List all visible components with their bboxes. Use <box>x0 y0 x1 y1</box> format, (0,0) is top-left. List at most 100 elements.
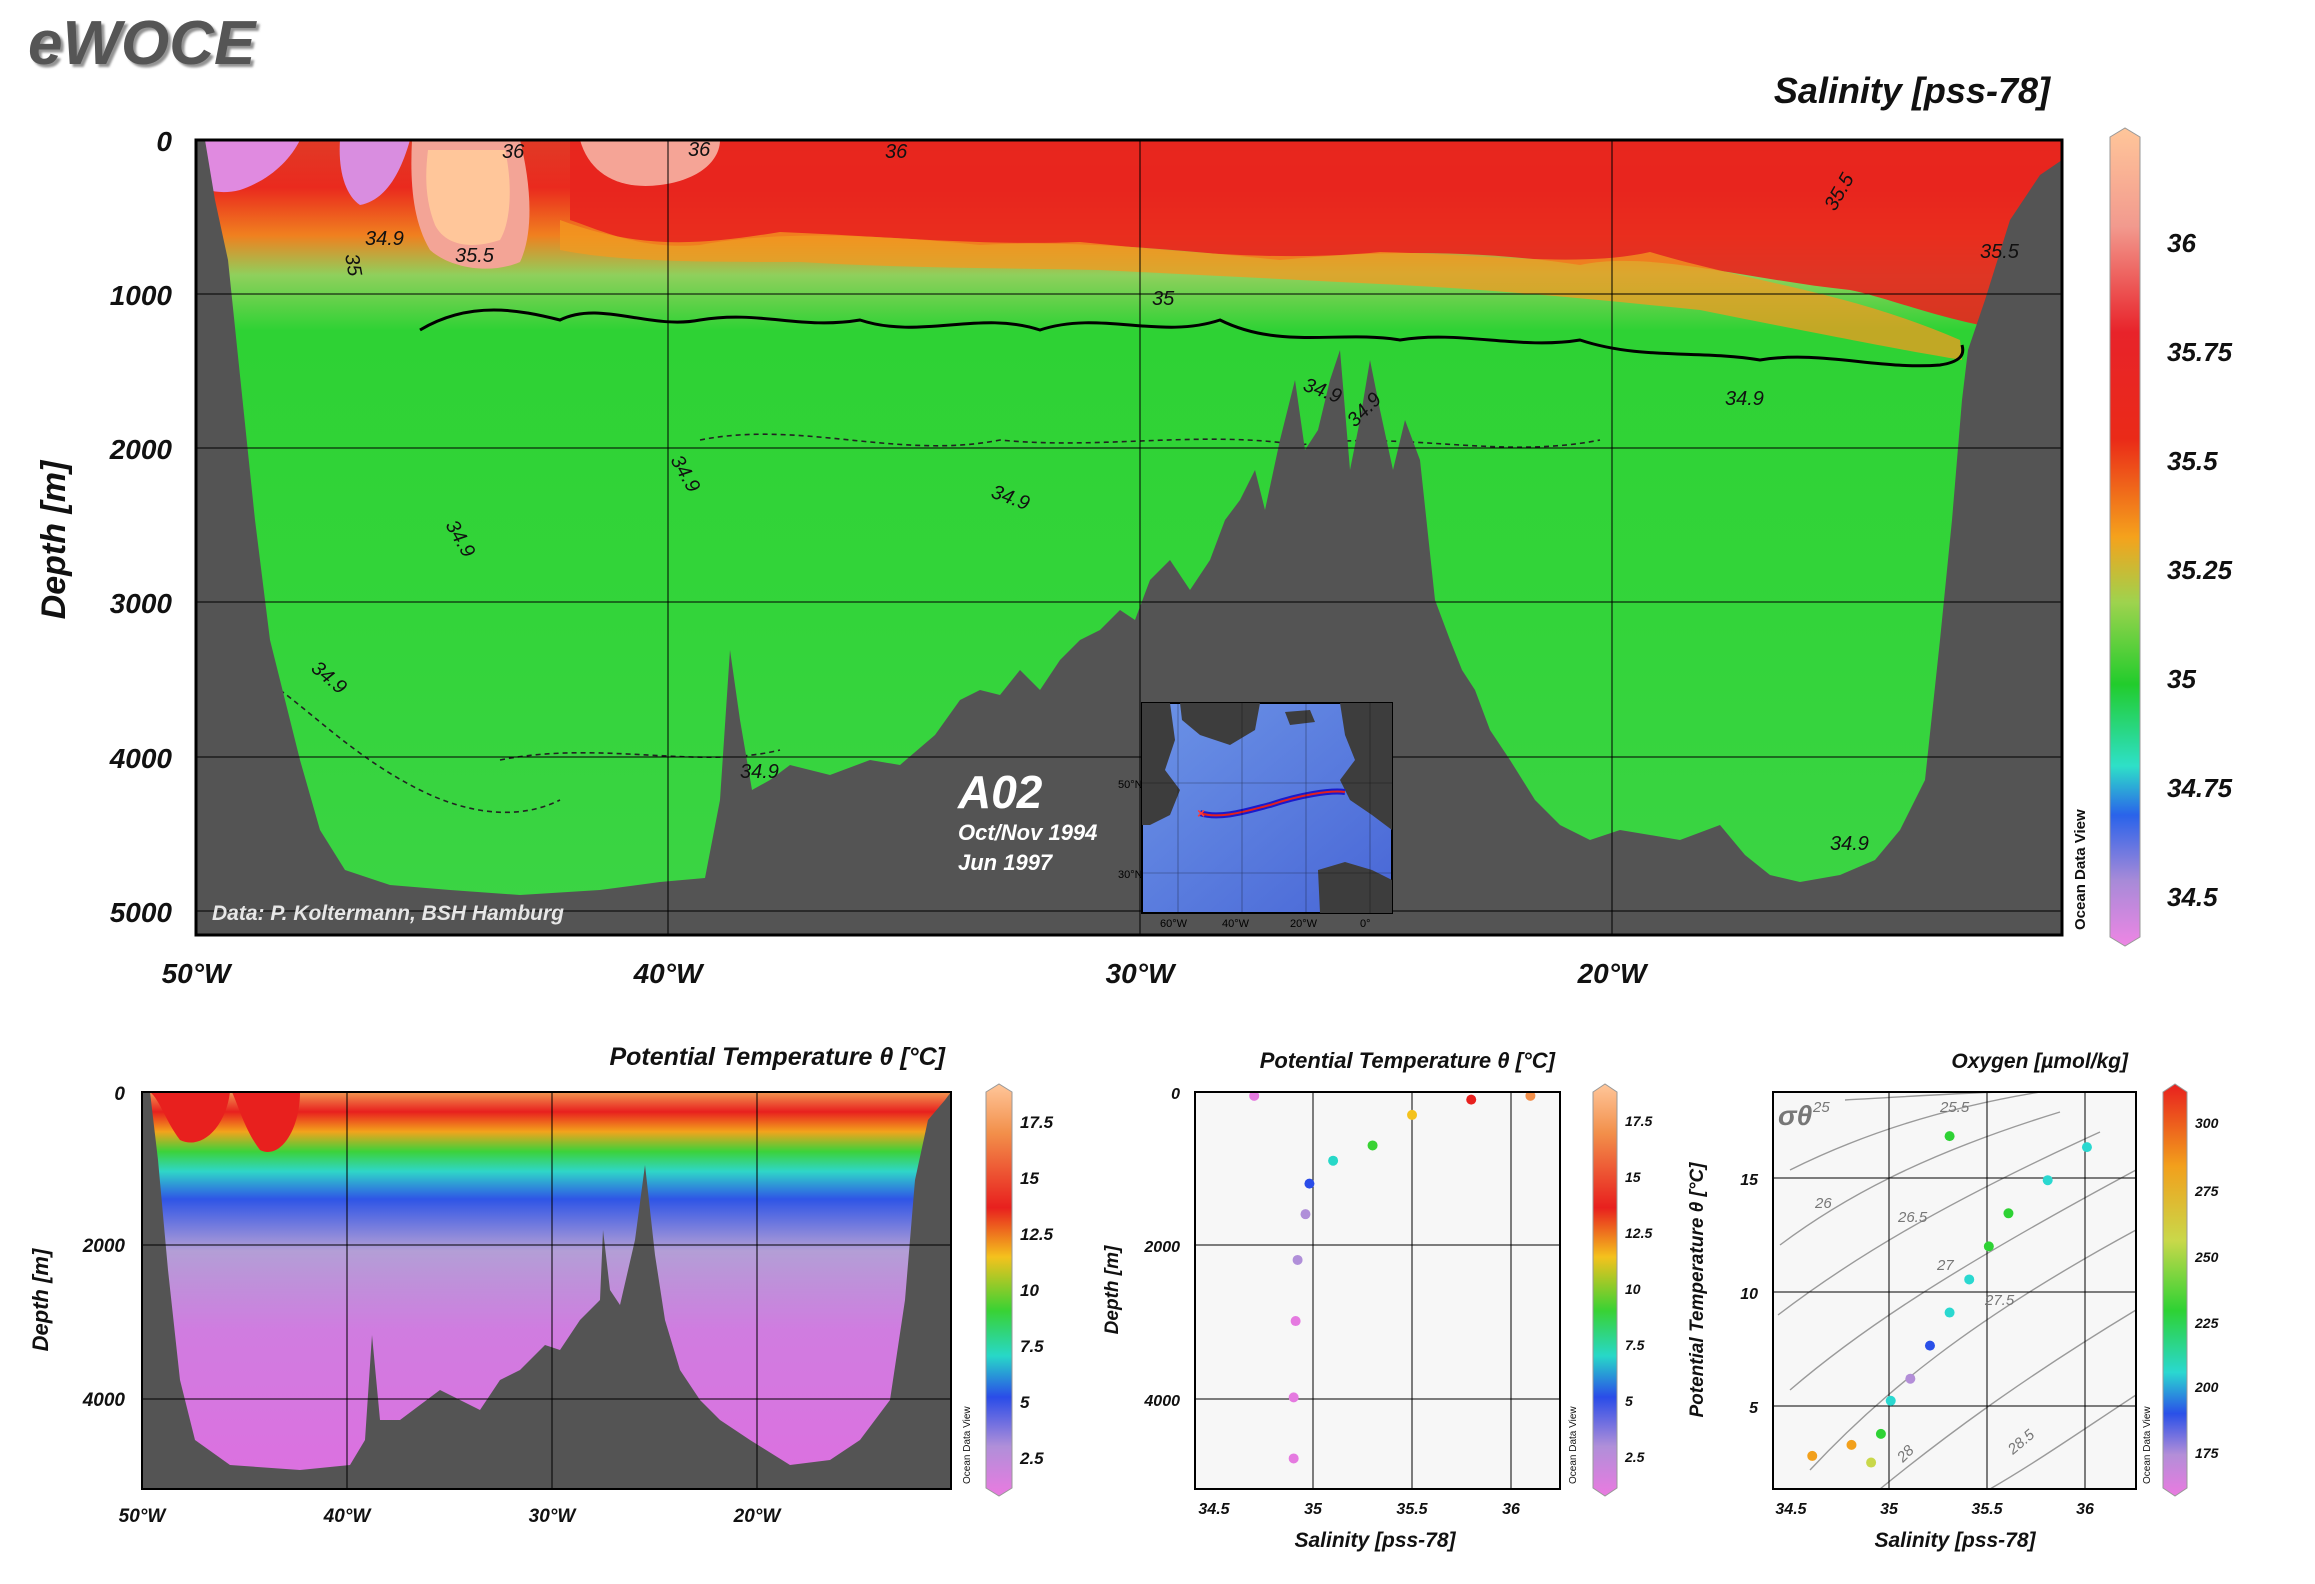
colorbar-tick: 35.5 <box>2167 446 2218 476</box>
temp-y-axis-label: Depth [m] <box>28 1248 53 1351</box>
scatter-mid-gridlines <box>1195 1092 1560 1489</box>
temp-colorbar <box>985 1083 1013 1497</box>
temp-colorbar-tick: 5 <box>1020 1393 1030 1412</box>
scatter-point <box>1407 1109 1418 1120</box>
temp-colorbar-tick: 12.5 <box>1020 1225 1054 1244</box>
section-date-1: Oct/Nov 1994 <box>958 820 1097 845</box>
scatter-point <box>2042 1175 2053 1186</box>
scatter-mid-colorbar-tick: 15 <box>1625 1169 1641 1185</box>
temp-warm-blobs <box>150 1092 300 1152</box>
scatter-point <box>1292 1254 1303 1265</box>
scatter-mid-y-label: Depth [m] <box>1102 1245 1123 1334</box>
scatter-right-y-label: Potential Temperature θ [°C] <box>1687 1162 1708 1418</box>
scatter-point <box>1466 1094 1477 1105</box>
oxygen-colorbar-tick: 175 <box>2195 1445 2219 1461</box>
inset-lon-label: 60°W <box>1160 918 1188 930</box>
odv-watermark: Ocean Data View <box>962 1406 973 1484</box>
temp-colorbar-tick: 15 <box>1020 1169 1039 1188</box>
scatter-right-frame <box>1772 1091 2137 1490</box>
temp-y-tick: 0 <box>114 1084 125 1105</box>
section-date-2: Jun 1997 <box>958 850 1054 875</box>
salinity-section-plot <box>180 138 2064 937</box>
oxygen-colorbar-tick: 225 <box>2194 1315 2219 1331</box>
inset-map-north-america <box>1142 703 1180 825</box>
main-y-tick: 0 <box>156 126 172 157</box>
contour-label: 34.9 <box>740 761 779 783</box>
contour-label: 36 <box>502 141 525 163</box>
temp-colorbar-tick: 2.5 <box>1019 1449 1044 1468</box>
contour-label: 35 <box>340 252 366 279</box>
contour-label: 36 <box>885 141 908 163</box>
main-x-tick: 30°W <box>1106 958 1177 989</box>
isopycnal-label: 25 <box>1812 1099 1830 1116</box>
scatter-point <box>1846 1439 1857 1450</box>
oxygen-colorbar <box>2162 1083 2188 1497</box>
inset-map-africa <box>1318 862 1392 913</box>
salinity-orange-band <box>560 220 1962 360</box>
contour-34-9-a <box>279 689 561 814</box>
scatter-point <box>1525 1090 1536 1101</box>
scatter-mid-colorbar-tick: 17.5 <box>1625 1113 1652 1129</box>
scatter-right-x-tick: 35.5 <box>1971 1501 2003 1518</box>
high-salinity-surface-layer <box>570 140 2062 332</box>
inset-map-station-marker: × <box>1197 805 1205 821</box>
scatter-right-gridlines <box>1773 1092 2136 1489</box>
contour-35 <box>419 308 1965 368</box>
scatter-point <box>1866 1457 1877 1468</box>
inset-lon-label: 40°W <box>1222 918 1250 930</box>
depth-salinity-scatter: Potential Temperature θ [°C] Depth [m] S… <box>1102 1048 1652 1552</box>
inset-lon-label: 0° <box>1360 918 1371 930</box>
isopycnal-label: 27.5 <box>1984 1292 2015 1309</box>
low-salinity-pocket <box>196 140 300 193</box>
scatter-right-y-tick: 5 <box>1749 1400 1759 1417</box>
scatter-point <box>1924 1340 1935 1351</box>
odv-watermark: Ocean Data View <box>1568 1406 1579 1484</box>
main-plot-frame <box>194 138 2064 937</box>
scatter-point <box>1300 1209 1311 1220</box>
inset-lat-label: 50°N <box>1118 779 1143 791</box>
temp-x-tick: 40°W <box>323 1506 373 1527</box>
left-margin-white <box>180 140 196 935</box>
inset-map-greenland <box>1180 703 1260 745</box>
inset-map-gridlines <box>1142 703 1392 913</box>
temp-x-tick: 20°W <box>733 1506 783 1527</box>
main-x-tick: 50°W <box>162 958 233 989</box>
inset-lon-label: 20°W <box>1290 918 1318 930</box>
inset-map-iceland <box>1285 710 1315 725</box>
colorbar-tick: 35.75 <box>2167 337 2233 367</box>
scatter-mid-frame <box>1194 1091 1561 1490</box>
scatter-point <box>1328 1155 1339 1166</box>
main-y-tick: 3000 <box>110 588 173 619</box>
seafloor-bathymetry <box>196 140 2062 935</box>
scatter-right-x-label: Salinity [pss-78] <box>1874 1529 2036 1552</box>
odv-watermark: Ocean Data View <box>2072 809 2089 930</box>
colorbar-tick: 34.75 <box>2167 773 2233 803</box>
contour-label: 36 <box>688 139 711 161</box>
low-salinity-pocket-2 <box>339 140 410 205</box>
ts-oxygen-scatter: σθ 25 25.5 26 26.5 27 27.5 28 28.5 Oxyge… <box>1687 1050 2219 1552</box>
scatter-point <box>1944 1131 1955 1142</box>
scatter-mid-colorbar <box>1592 1083 1618 1497</box>
scatter-point <box>1885 1395 1896 1406</box>
temp-bathymetry <box>142 1092 951 1489</box>
temp-colorbar-tick: 17.5 <box>1020 1113 1054 1132</box>
scatter-mid-x-tick: 35.5 <box>1396 1501 1428 1518</box>
scatter-right-points <box>1807 1131 2092 1468</box>
scatter-mid-colorbar-tick: 10 <box>1625 1281 1641 1297</box>
contour-label: 35.5 <box>455 245 495 267</box>
contour-label: 35 <box>1152 288 1175 310</box>
main-x-tick: 20°W <box>1577 958 1649 989</box>
scatter-right-y-tick: 10 <box>1740 1286 1758 1303</box>
isopycnal-label: 25.5 <box>1939 1099 1970 1116</box>
colorbar-tick: 35 <box>2167 664 2196 694</box>
main-y-tick: 1000 <box>110 280 173 311</box>
ewoce-logo: eWOCE <box>28 9 257 78</box>
temp-plot-frame <box>141 1091 952 1490</box>
colorbar-tick: 35.25 <box>2167 555 2233 585</box>
inset-lat-label: 30°N <box>1118 869 1143 881</box>
scatter-mid-x-label: Salinity [pss-78] <box>1294 1529 1456 1552</box>
temp-colorbar-tick: 7.5 <box>1020 1337 1044 1356</box>
scatter-point <box>1875 1428 1886 1439</box>
scatter-point <box>1983 1241 1994 1252</box>
